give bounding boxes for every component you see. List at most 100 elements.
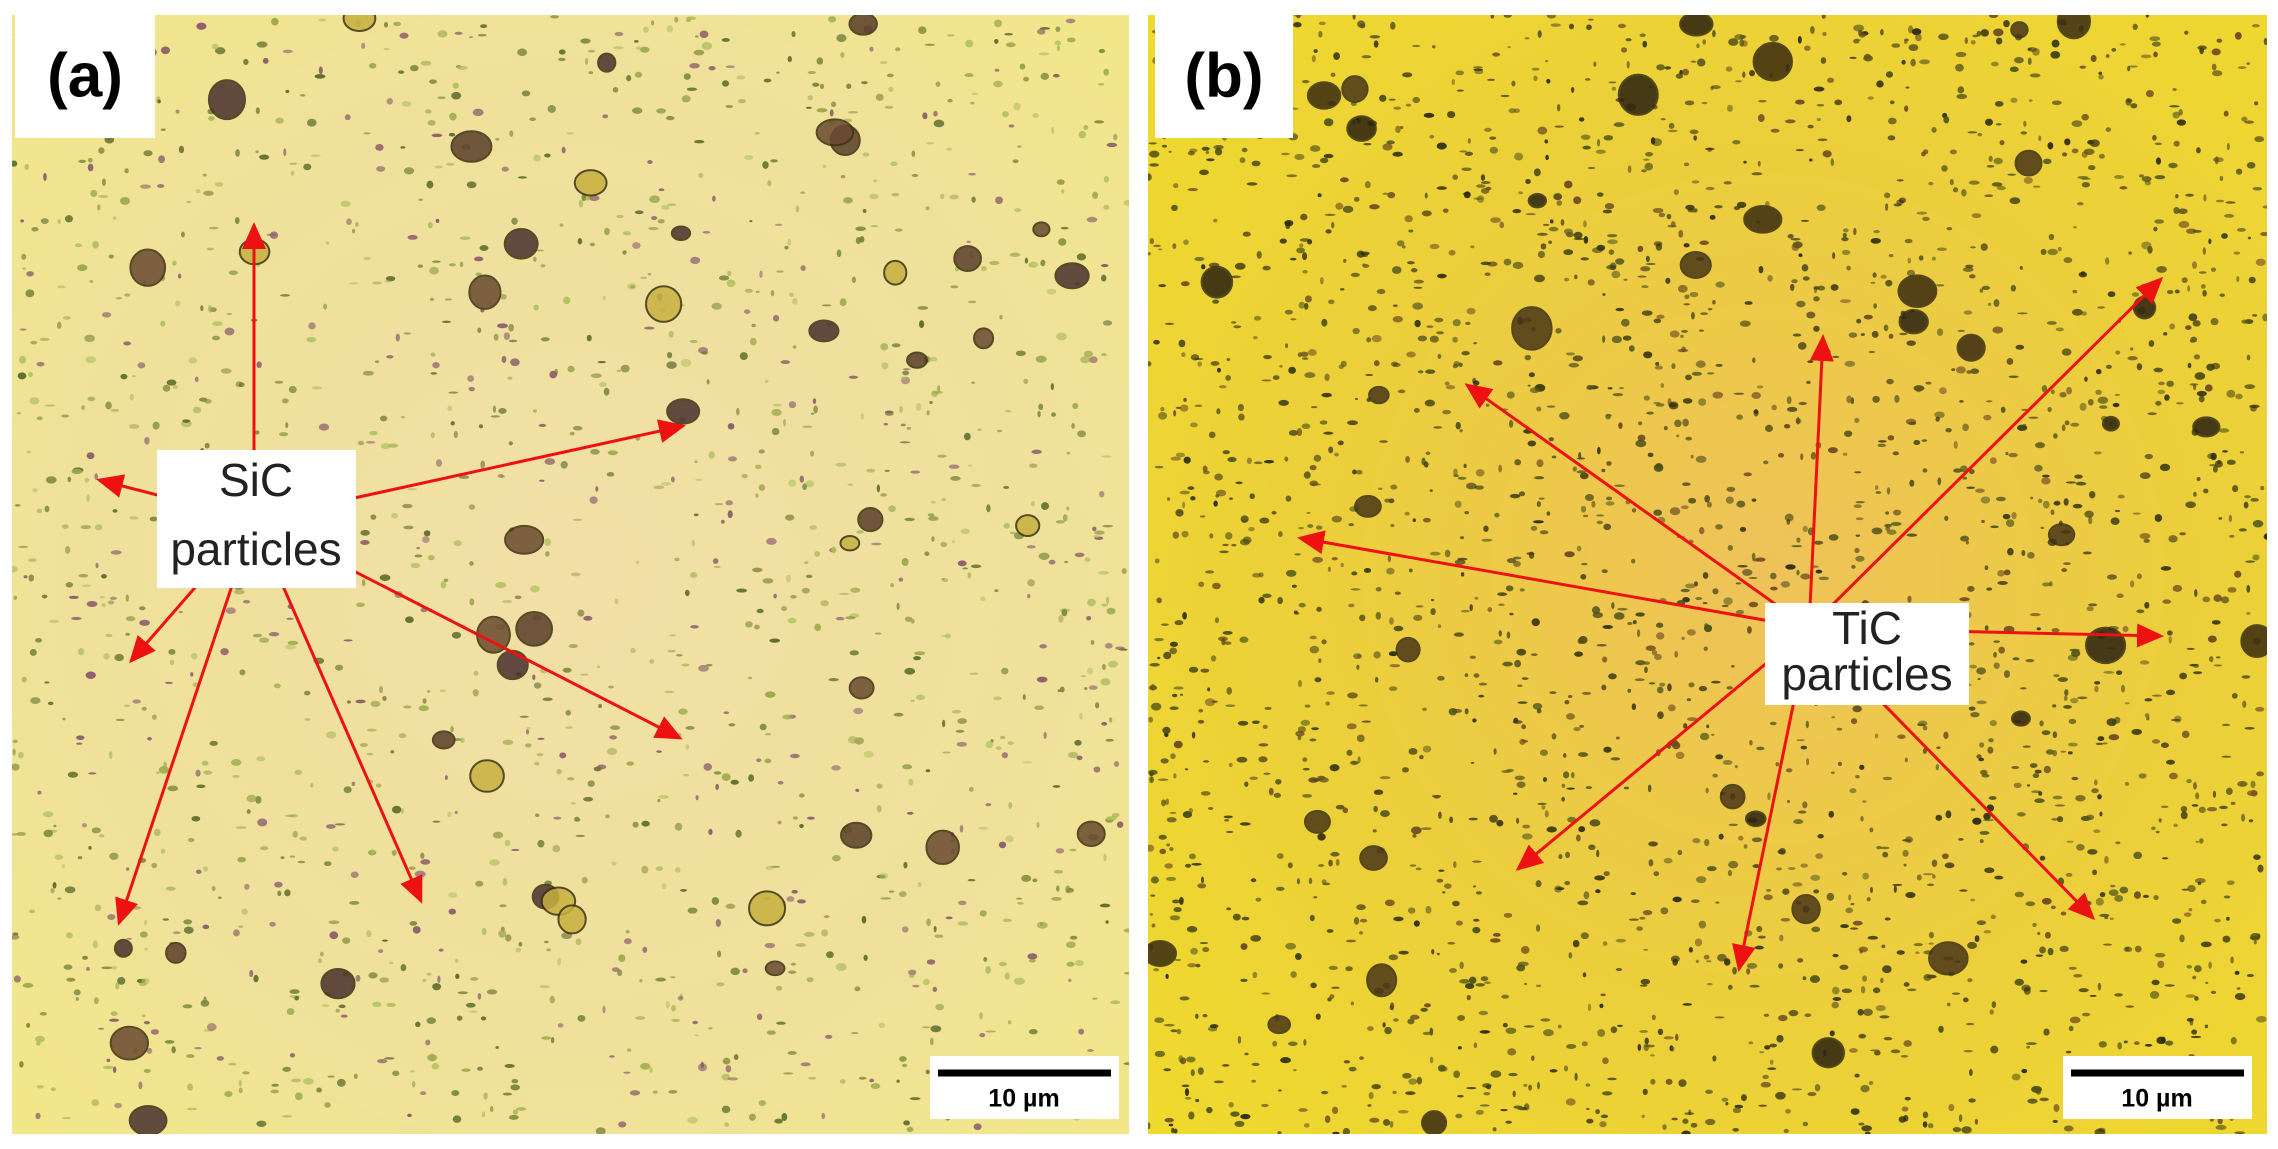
speck: [308, 322, 316, 330]
speck: [1602, 293, 1606, 296]
speck: [807, 95, 813, 101]
speck: [2048, 233, 2055, 241]
speck: [1359, 614, 1366, 622]
speck: [2168, 635, 2172, 644]
speck: [1561, 783, 1566, 788]
speck: [1580, 505, 1587, 513]
speck: [629, 1090, 641, 1096]
speck: [1645, 645, 1656, 651]
speck: [53, 824, 57, 828]
speck: [910, 618, 915, 624]
speck: [67, 476, 72, 483]
speck: [1888, 117, 1897, 125]
speck: [403, 332, 412, 335]
speck: [1707, 307, 1713, 311]
speck: [1153, 339, 1160, 345]
speck: [125, 632, 130, 636]
speck: [2099, 811, 2103, 817]
speck: [202, 173, 207, 177]
speck: [2105, 364, 2112, 369]
speck: [1611, 86, 1616, 91]
speck: [1828, 810, 1835, 818]
speck: [2115, 841, 2121, 845]
speck: [1806, 758, 1810, 766]
speck: [862, 152, 870, 157]
speck: [1232, 913, 1241, 921]
speck: [80, 525, 92, 530]
speck: [1053, 73, 1060, 78]
speck: [1928, 181, 1934, 186]
speck: [702, 230, 711, 234]
speck: [202, 924, 210, 930]
speck: [999, 315, 1003, 320]
speck: [1946, 1002, 1951, 1007]
speck: [968, 172, 976, 176]
speck: [335, 1008, 340, 1013]
speck: [340, 200, 351, 207]
speck: [1288, 429, 1299, 436]
speck: [318, 958, 322, 964]
speck: [1198, 581, 1205, 588]
speck: [1060, 226, 1069, 230]
speck: [2221, 723, 2231, 727]
speck: [2086, 606, 2094, 612]
speck: [1534, 476, 1545, 480]
speck: [583, 796, 594, 802]
speck: [1512, 209, 1522, 214]
speck: [1505, 1120, 1512, 1124]
speck: [1935, 284, 1945, 287]
speck: [1251, 160, 1261, 167]
speck: [1476, 195, 1485, 203]
speck: [1752, 357, 1756, 364]
speck: [1514, 459, 1522, 466]
speck: [715, 783, 719, 791]
speck: [2047, 142, 2054, 150]
speck: [2225, 201, 2236, 204]
speck: [1508, 1072, 1518, 1077]
speck: [284, 814, 295, 817]
speck: [2196, 147, 2201, 154]
speck: [754, 464, 762, 470]
speck: [479, 244, 489, 252]
speck: [951, 709, 962, 714]
speck: [1284, 309, 1293, 315]
speck: [1901, 1106, 1909, 1112]
speck: [1384, 498, 1391, 503]
speck: [89, 280, 94, 283]
speck: [993, 696, 1002, 701]
speck: [1593, 61, 1597, 67]
speck: [1453, 861, 1457, 869]
speck: [557, 958, 562, 966]
speck: [563, 296, 571, 305]
speck: [1595, 1109, 1600, 1115]
speck: [642, 946, 648, 953]
speck: [544, 458, 556, 465]
speck: [1546, 511, 1551, 516]
speck: [758, 449, 765, 454]
speck: [764, 732, 772, 736]
speck: [1509, 493, 1521, 499]
speck: [1497, 592, 1507, 597]
speck: [514, 595, 522, 600]
speck: [2128, 65, 2139, 68]
speck: [1171, 693, 1178, 698]
speck: [41, 594, 48, 599]
speck: [1513, 108, 1521, 114]
speck: [1209, 1024, 1219, 1029]
speck: [1542, 223, 1550, 227]
speck: [559, 223, 564, 227]
speck: [1810, 26, 1815, 34]
speck: [1452, 174, 1459, 180]
speck: [721, 773, 731, 782]
speck: [1426, 325, 1434, 328]
speck: [164, 681, 173, 684]
speck: [1009, 252, 1021, 257]
speck: [1331, 986, 1340, 989]
speck: [1574, 651, 1584, 657]
speck: [289, 162, 298, 165]
speck: [182, 1004, 193, 1009]
speck: [1546, 826, 1557, 833]
speck: [1712, 391, 1724, 399]
speck: [762, 161, 769, 169]
speck: [2063, 562, 2071, 565]
